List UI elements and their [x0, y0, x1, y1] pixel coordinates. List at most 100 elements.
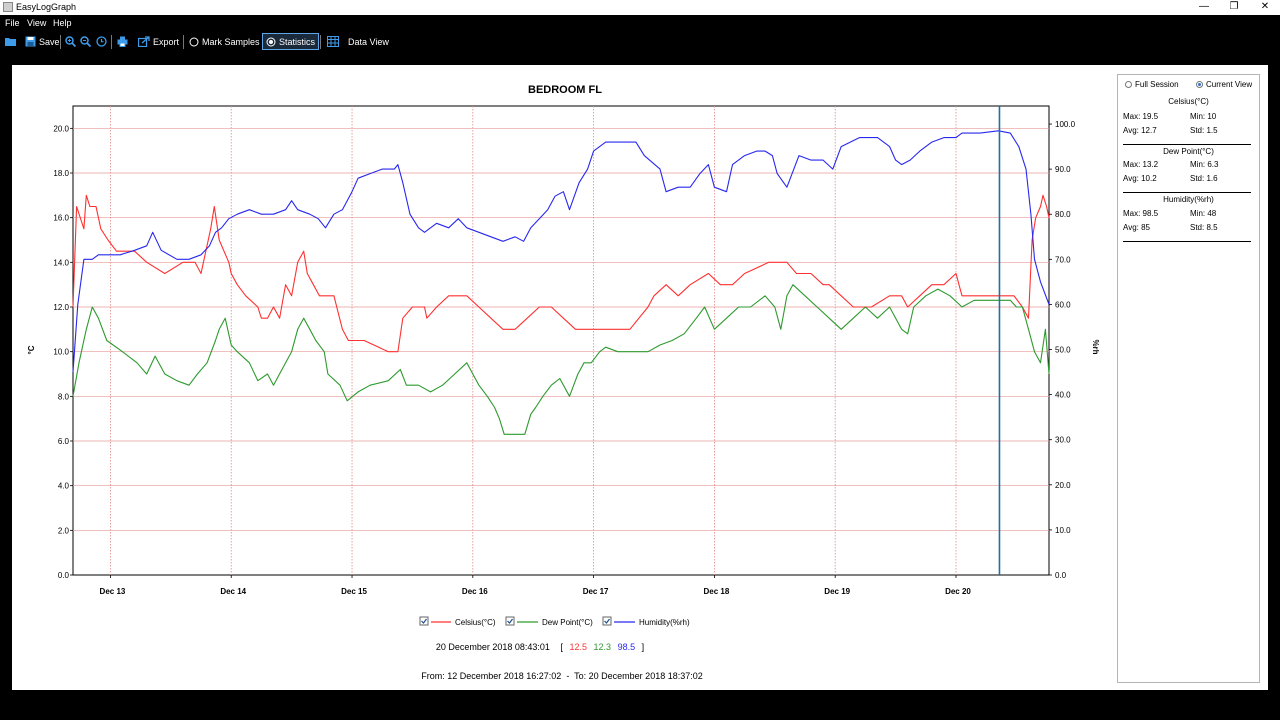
chart-svg[interactable]: BEDROOM FL 0.0 2.0 4.0 6.0 8.0 10.0 12.0 14.0 16…	[12, 65, 1112, 690]
stat-max: Max: 13.2	[1123, 160, 1159, 169]
y2-tick-label: 0.0	[1055, 571, 1067, 580]
legend-item-humidity[interactable]: Humidity(%rh)	[602, 616, 690, 627]
y-tick-label: 6.0	[58, 437, 70, 446]
zoom-in-button[interactable]	[65, 34, 76, 49]
y2-tick-label: 80.0	[1055, 210, 1071, 219]
export-button[interactable]: Export	[138, 34, 179, 49]
checkmark-icon	[421, 618, 427, 624]
y2-tick-label: 40.0	[1055, 391, 1071, 400]
toolbar-separator	[183, 35, 184, 49]
y2-tick-label: 90.0	[1055, 165, 1071, 174]
y-tick-label: 12.0	[53, 303, 69, 312]
x-tick-label: Dec 20	[945, 587, 971, 596]
stats-group-title: Celsius(°C)	[1168, 97, 1209, 106]
x-tick-label: Dec 13	[100, 587, 126, 596]
cursor-dewpoint: 12.3	[594, 642, 612, 652]
y2-tick-label: 20.0	[1055, 481, 1071, 490]
data-view-button[interactable]: Data View	[327, 34, 389, 49]
y2-tick-label: 60.0	[1055, 300, 1071, 309]
radio-icon	[189, 37, 199, 46]
y-tick-label: 8.0	[58, 392, 70, 401]
minimize-button[interactable]: —	[1199, 1, 1209, 12]
mark-samples-label: Mark Samples	[202, 36, 260, 47]
x-axis-ticks: Dec 13 Dec 14 Dec 15 Dec 16 Dec 17 Dec 18 Dec …	[100, 575, 971, 596]
stat-min: Min: 10	[1190, 112, 1217, 121]
clock-icon	[96, 36, 107, 47]
full-session-radio[interactable]: Full Session	[1125, 80, 1179, 89]
full-session-label: Full Session	[1135, 80, 1179, 89]
save-label: Save	[39, 36, 60, 47]
menu-view[interactable]: View	[27, 18, 47, 28]
y2-tick-label: 70.0	[1055, 255, 1071, 264]
x-tick-label: Dec 14	[220, 587, 246, 596]
legend-item-dewpoint[interactable]: Dew Point(°C)	[505, 616, 593, 627]
save-icon	[25, 36, 36, 47]
x-tick-label: Dec 18	[704, 587, 730, 596]
menu-help[interactable]: Help	[53, 18, 72, 28]
legend-checkbox-dewpoint[interactable]	[505, 616, 515, 626]
data-view-label: Data View	[348, 36, 389, 47]
window-title: EasyLogGraph	[16, 2, 77, 12]
y-tick-label: 18.0	[53, 169, 69, 178]
zoom-in-icon	[65, 36, 76, 47]
legend-item-celsius[interactable]: Celsius(°C)	[419, 616, 496, 627]
date-range-text: From: 12 December 2018 16:27:02 - To: 20…	[421, 671, 703, 681]
stat-max: Max: 19.5	[1123, 112, 1159, 121]
save-button[interactable]: Save	[25, 34, 60, 49]
stats-group-title: Dew Point(°C)	[1163, 147, 1214, 156]
stat-avg: Avg: 10.2	[1123, 174, 1157, 183]
table-icon	[327, 36, 339, 47]
chart-panel: BEDROOM FL 0.0 2.0 4.0 6.0 8.0 10.0 12.0 14.0 16…	[12, 65, 1268, 690]
y-tick-label: 20.0	[53, 124, 69, 133]
toolbar-separator	[60, 35, 61, 49]
x-tick-label: Dec 16	[462, 587, 488, 596]
stat-avg: Avg: 85	[1123, 223, 1150, 232]
open-button[interactable]	[4, 34, 17, 49]
legend: Celsius(°C) Dew Point(°C) Humidity(%rh)	[419, 616, 690, 627]
radio-selected-icon	[266, 37, 276, 46]
radio-icon	[1125, 81, 1132, 88]
cursor-celsius: 12.5	[569, 642, 587, 652]
current-view-radio[interactable]: Current View	[1196, 80, 1252, 89]
mark-samples-button[interactable]: Mark Samples	[189, 34, 260, 49]
clock-button[interactable]	[96, 34, 107, 49]
stat-min: Min: 6.3	[1190, 160, 1219, 169]
y2-tick-label: 100.0	[1055, 120, 1076, 129]
legend-checkbox-celsius[interactable]	[419, 616, 429, 626]
stats-divider	[1123, 144, 1251, 145]
restore-button[interactable]: ❐	[1229, 1, 1239, 12]
toolbar-separator	[320, 35, 321, 49]
right-axis-ticks: 0.0 10.0 20.0 30.0 40.0 50.0 60.0 70.0 80.0 90.0 1…	[1049, 120, 1076, 580]
print-button[interactable]	[117, 34, 128, 49]
cursor-humidity: 98.5	[618, 642, 636, 652]
toolbar: Save Export Mark Samples Statistics Data…	[0, 30, 1280, 53]
y-axis-label: °C	[27, 345, 36, 354]
y-tick-label: 14.0	[53, 258, 69, 267]
cursor-readout: 20 December 2018 08:43:01 [ 12.5 12.3 98…	[436, 642, 644, 652]
window-titlebar: EasyLogGraph — ❐ ✕	[0, 0, 1280, 15]
stat-std: Std: 8.5	[1190, 223, 1218, 232]
menu-file[interactable]: File	[5, 18, 20, 28]
y2-tick-label: 50.0	[1055, 346, 1071, 355]
legend-checkbox-humidity[interactable]	[602, 616, 612, 626]
zoom-out-icon	[80, 36, 91, 47]
current-view-label: Current View	[1206, 80, 1253, 89]
cursor-datetime: 20 December 2018 08:43:01	[436, 642, 550, 652]
horizontal-gridlines	[73, 127, 1049, 531]
x-tick-label: Dec 15	[341, 587, 367, 596]
y-tick-label: 10.0	[53, 348, 69, 357]
series-line-1	[72, 284, 1050, 435]
series-group	[72, 130, 1050, 435]
app-logo-icon	[3, 2, 13, 12]
statistics-panel: Full Session Current View Celsius(°C) Ma…	[1117, 74, 1260, 683]
y-tick-label: 4.0	[58, 482, 70, 491]
export-icon	[138, 36, 150, 47]
statistics-button[interactable]: Statistics	[262, 33, 320, 50]
menu-bar: File View Help	[0, 15, 1280, 30]
statistics-label: Statistics	[279, 36, 316, 47]
legend-label-dewpoint: Dew Point(°C)	[542, 618, 593, 627]
x-tick-label: Dec 17	[583, 587, 609, 596]
series-line-2	[72, 130, 1050, 373]
zoom-out-button[interactable]	[80, 34, 91, 49]
close-button[interactable]: ✕	[1260, 1, 1270, 12]
